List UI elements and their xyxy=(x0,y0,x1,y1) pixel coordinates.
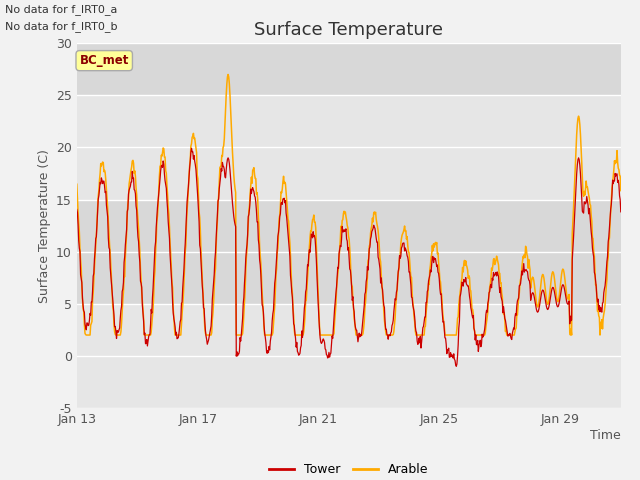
Text: No data for f_IRT0_b: No data for f_IRT0_b xyxy=(4,21,117,32)
Title: Surface Temperature: Surface Temperature xyxy=(254,21,444,39)
Legend: Tower, Arable: Tower, Arable xyxy=(264,458,433,480)
Bar xyxy=(77,304,621,408)
Bar xyxy=(77,96,621,200)
Text: BC_met: BC_met xyxy=(79,54,129,67)
Bar xyxy=(77,200,621,304)
X-axis label: Time: Time xyxy=(590,429,621,442)
Bar xyxy=(77,43,621,96)
Y-axis label: Surface Temperature (C): Surface Temperature (C) xyxy=(38,149,51,302)
Text: No data for f_IRT0_a: No data for f_IRT0_a xyxy=(4,4,117,15)
